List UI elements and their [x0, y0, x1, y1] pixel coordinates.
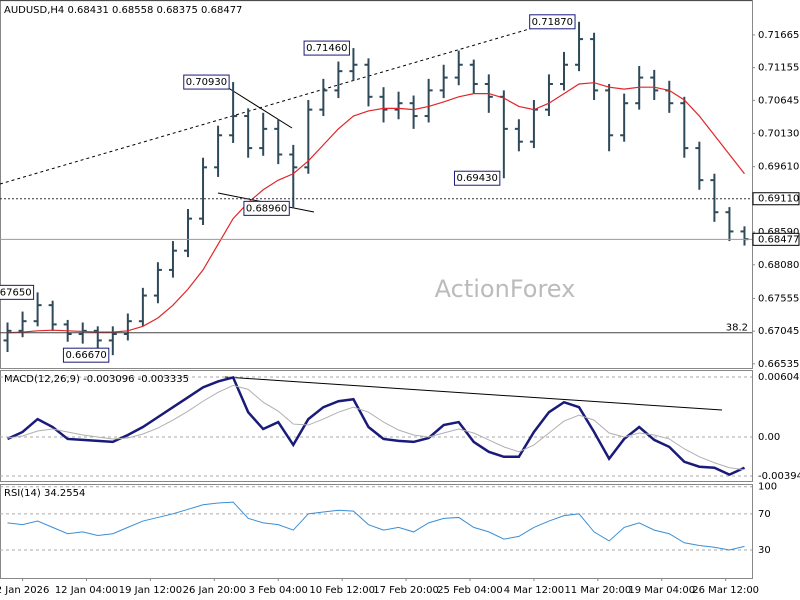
trend-line — [0, 19, 561, 185]
annotation-label: 0.71870 — [532, 17, 573, 28]
annotation-box — [453, 170, 501, 186]
y-tick-label: -0.00394 — [758, 471, 800, 482]
y-tick-label: 0.69610 — [758, 162, 799, 173]
x-tick-label: 25 Feb 04:00 — [437, 585, 503, 596]
y-tick-label: 0.68080 — [758, 260, 799, 271]
price-label: 0.68477 — [758, 234, 799, 245]
y-tick-label: 0.70645 — [758, 95, 799, 106]
x-tick-label: 11 Mar 20:00 — [564, 585, 631, 596]
annotation-box — [0, 284, 35, 300]
y-tick-label: 0.00 — [758, 432, 780, 443]
x-tick-label: 10 Feb 12:00 — [309, 585, 375, 596]
annotation-box — [529, 14, 576, 30]
annotation-label: 0.67650 — [0, 287, 32, 298]
annotation-label: 0.66670 — [65, 350, 106, 361]
y-tick-label: 0.006048 — [758, 372, 800, 383]
watermark: ActionForex — [435, 275, 576, 303]
price-box — [752, 232, 800, 246]
annotation-box — [62, 347, 110, 363]
rsi-panel — [0, 484, 753, 579]
level-box — [752, 192, 800, 206]
x-tick-label: 17 Feb 20:00 — [373, 585, 439, 596]
y-tick-label: 30 — [758, 545, 771, 556]
y-tick-label: 0.67555 — [758, 293, 799, 304]
annotation-box — [243, 200, 290, 216]
annotation-label: 0.68960 — [246, 203, 287, 214]
rsi-title: RSI(14) 34.2554 — [4, 488, 85, 499]
fib-label: 38.2 — [726, 323, 748, 334]
annotation-box — [303, 40, 350, 56]
moving-average — [7, 82, 745, 334]
x-tick-label: 3 Feb 04:00 — [249, 585, 308, 596]
y-tick-label: 0.66535 — [758, 359, 799, 370]
x-tick-label: 26 Mar 12:00 — [692, 585, 759, 596]
x-tick-label: 12 Jan 04:00 — [55, 585, 118, 596]
macd-line — [7, 384, 745, 471]
x-tick-label: 2 Jan 2026 — [0, 585, 49, 596]
annotation-label: 0.70930 — [186, 77, 227, 88]
annotation-box — [183, 74, 230, 90]
annotation-label: 0.71460 — [306, 43, 347, 54]
x-tick-label: 19 Jan 12:00 — [119, 585, 182, 596]
price-panel — [0, 0, 753, 369]
y-tick-label: 0.71665 — [758, 30, 799, 41]
x-tick-label: 19 Mar 04:00 — [628, 585, 695, 596]
y-tick-label: 0.71155 — [758, 63, 799, 74]
price-title: AUDUSD,H4 0.68431 0.68558 0.68375 0.6847… — [4, 5, 242, 16]
fib-label: 61.8 — [726, 0, 748, 2]
divergence-line — [224, 376, 723, 411]
x-tick-label: 26 Jan 20:00 — [183, 585, 246, 596]
y-tick-label: 0.70130 — [758, 128, 799, 139]
y-tick-label: 0.67045 — [758, 326, 799, 337]
y-tick-label: 70 — [758, 509, 771, 520]
macd-panel — [0, 370, 753, 482]
y-tick-label: 100 — [758, 482, 777, 493]
macd-line — [6, 375, 746, 477]
y-tick-label: 0.68590 — [758, 227, 799, 238]
level-label: 0.69110 — [758, 194, 799, 205]
macd-title: MACD(12,26,9) -0.003096 -0.003335 — [4, 374, 189, 385]
annotation-label: 0.69430 — [456, 173, 497, 184]
x-tick-label: 4 Mar 12:00 — [504, 585, 564, 596]
rsi-line — [7, 501, 745, 551]
